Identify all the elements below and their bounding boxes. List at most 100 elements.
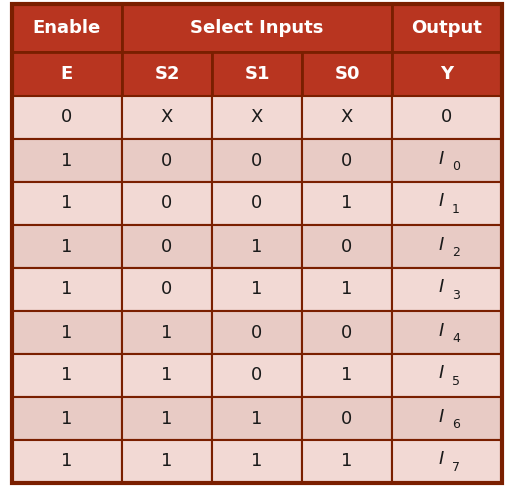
Bar [122, 225, 212, 268]
Text: 1: 1 [61, 151, 72, 169]
Text: 0: 0 [442, 109, 453, 127]
Text: 4: 4 [452, 332, 460, 345]
Bar [12, 4, 122, 52]
Bar [122, 354, 212, 397]
Bar [392, 225, 502, 268]
Text: 1: 1 [61, 410, 72, 428]
Bar [12, 268, 122, 311]
Text: I: I [438, 279, 444, 297]
Text: 0: 0 [161, 238, 173, 256]
Text: 1: 1 [161, 452, 173, 470]
Bar [12, 139, 122, 182]
Text: 0: 0 [161, 151, 173, 169]
Bar [12, 440, 122, 483]
Text: 1: 1 [161, 410, 173, 428]
Text: 1: 1 [452, 203, 460, 216]
Text: 5: 5 [452, 375, 460, 388]
Bar [302, 52, 392, 96]
Bar [212, 182, 302, 225]
Text: 1: 1 [61, 238, 72, 256]
Text: 0: 0 [341, 323, 353, 341]
Text: 2: 2 [452, 246, 460, 259]
Text: 1: 1 [61, 194, 72, 212]
Text: 1: 1 [341, 281, 353, 299]
Text: X: X [251, 109, 263, 127]
Text: X: X [161, 109, 173, 127]
Bar [212, 52, 302, 96]
Text: 0: 0 [161, 194, 173, 212]
Text: S0: S0 [334, 65, 360, 83]
Text: S1: S1 [244, 65, 270, 83]
Text: 0: 0 [452, 160, 460, 173]
Text: I: I [438, 408, 444, 426]
Bar [302, 268, 392, 311]
Bar [122, 96, 212, 139]
Bar [122, 4, 392, 52]
Text: 1: 1 [251, 452, 263, 470]
Text: I: I [438, 150, 444, 168]
Bar [212, 268, 302, 311]
Text: Select Inputs: Select Inputs [190, 19, 324, 37]
Text: X: X [341, 109, 353, 127]
Bar [122, 311, 212, 354]
Bar [392, 268, 502, 311]
Text: I: I [438, 364, 444, 382]
Bar [392, 440, 502, 483]
Text: 0: 0 [341, 238, 353, 256]
Text: 1: 1 [161, 367, 173, 385]
Text: 0: 0 [161, 281, 173, 299]
Text: 1: 1 [61, 367, 72, 385]
Text: I: I [438, 321, 444, 339]
Text: I: I [438, 236, 444, 254]
Bar [302, 311, 392, 354]
Bar [302, 397, 392, 440]
Text: 0: 0 [251, 151, 263, 169]
Bar [12, 311, 122, 354]
Text: 7: 7 [452, 461, 460, 474]
Text: 1: 1 [161, 323, 173, 341]
Text: 6: 6 [452, 418, 460, 431]
Text: 3: 3 [452, 289, 460, 302]
Bar [392, 52, 502, 96]
Text: 1: 1 [61, 452, 72, 470]
Text: I: I [438, 192, 444, 210]
Bar [392, 182, 502, 225]
Text: Output: Output [412, 19, 483, 37]
Bar [392, 354, 502, 397]
Text: 1: 1 [251, 238, 263, 256]
Bar [12, 182, 122, 225]
Bar [12, 354, 122, 397]
Bar [122, 440, 212, 483]
Text: 0: 0 [251, 194, 263, 212]
Text: 1: 1 [251, 281, 263, 299]
Text: 1: 1 [341, 452, 353, 470]
Bar [212, 354, 302, 397]
Bar [122, 268, 212, 311]
Text: E: E [61, 65, 73, 83]
Bar [392, 397, 502, 440]
Text: 1: 1 [61, 281, 72, 299]
Bar [392, 139, 502, 182]
Bar [302, 354, 392, 397]
Text: Enable: Enable [33, 19, 101, 37]
Bar [212, 397, 302, 440]
Bar [12, 52, 122, 96]
Bar [302, 96, 392, 139]
Bar [392, 4, 502, 52]
Bar [122, 182, 212, 225]
Bar [212, 139, 302, 182]
Bar [122, 52, 212, 96]
Bar [12, 225, 122, 268]
Text: Y: Y [440, 65, 453, 83]
Bar [212, 225, 302, 268]
Bar [392, 96, 502, 139]
Text: I: I [438, 450, 444, 468]
Bar [302, 440, 392, 483]
Bar [302, 225, 392, 268]
Text: S2: S2 [154, 65, 180, 83]
Bar [122, 397, 212, 440]
Text: 0: 0 [251, 367, 263, 385]
Bar [12, 96, 122, 139]
Bar [212, 96, 302, 139]
Bar [122, 139, 212, 182]
